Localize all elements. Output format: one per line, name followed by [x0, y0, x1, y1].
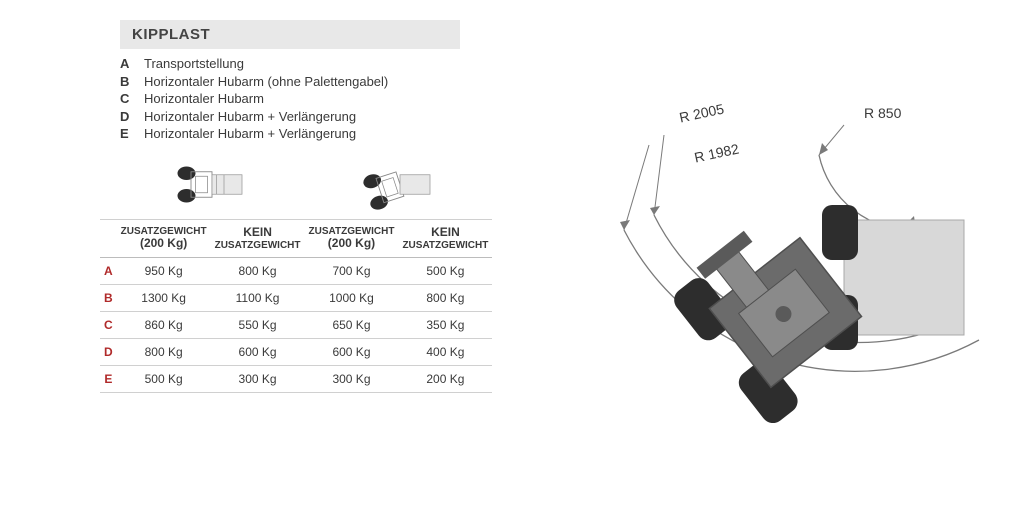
table-row: B 1300 Kg 1100 Kg 1000 Kg 800 Kg — [100, 285, 492, 312]
cell: 600 Kg — [305, 339, 399, 366]
table-row: C 860 Kg 550 Kg 650 Kg 350 Kg — [100, 312, 492, 339]
row-label: C — [100, 312, 117, 339]
row-label: D — [100, 339, 117, 366]
cell: 350 Kg — [398, 312, 492, 339]
col-header: KEINZUSATZGEWICHT — [211, 219, 305, 257]
cell: 300 Kg — [305, 366, 399, 393]
row-label: B — [100, 285, 117, 312]
cell: 1000 Kg — [305, 285, 399, 312]
table-row: D 800 Kg 600 Kg 600 Kg 400 Kg — [100, 339, 492, 366]
legend-letter: D — [120, 108, 134, 126]
col-header: ZUSATZGEWICHT(200 Kg) — [117, 219, 211, 257]
cell: 500 Kg — [398, 258, 492, 285]
loader-top-icon — [173, 157, 248, 212]
cell: 1100 Kg — [211, 285, 305, 312]
cell: 800 Kg — [398, 285, 492, 312]
cell: 600 Kg — [211, 339, 305, 366]
legend-item: E Horizontaler Hubarm + Verlängerung — [120, 125, 480, 143]
legend-letter: B — [120, 73, 134, 91]
table-header-row: ZUSATZGEWICHT(200 Kg) KEINZUSATZGEWICHT … — [100, 219, 492, 257]
loader-top-rot-icon — [361, 157, 436, 212]
cell: 800 Kg — [117, 339, 211, 366]
legend-letter: C — [120, 90, 134, 108]
machine-view-2 — [305, 153, 493, 220]
table-image-row — [100, 153, 492, 220]
legend-item: B Horizontaler Hubarm (ohne Palettengabe… — [120, 73, 480, 91]
turning-radius-diagram: R 2005 R 1982 R 850 — [594, 110, 994, 430]
cell: 200 Kg — [398, 366, 492, 393]
cell: 800 Kg — [211, 258, 305, 285]
cell: 1300 Kg — [117, 285, 211, 312]
turning-diagram-svg — [594, 110, 994, 430]
table-row: E 500 Kg 300 Kg 300 Kg 200 Kg — [100, 366, 492, 393]
cell: 550 Kg — [211, 312, 305, 339]
legend-list: A Transportstellung B Horizontaler Hubar… — [120, 55, 480, 143]
radius-label-r3: R 850 — [864, 105, 901, 121]
cell: 950 Kg — [117, 258, 211, 285]
legend-item: C Horizontaler Hubarm — [120, 90, 480, 108]
cell: 650 Kg — [305, 312, 399, 339]
spec-panel: KIPPLAST A Transportstellung B Horizonta… — [0, 20, 480, 393]
legend-text: Horizontaler Hubarm + Verlängerung — [144, 125, 356, 143]
col-header: ZUSATZGEWICHT(200 Kg) — [305, 219, 399, 257]
cell: 400 Kg — [398, 339, 492, 366]
legend-text: Horizontaler Hubarm — [144, 90, 264, 108]
legend-text: Transportstellung — [144, 55, 244, 73]
row-label: E — [100, 366, 117, 393]
row-label: A — [100, 258, 117, 285]
cell: 860 Kg — [117, 312, 211, 339]
cell: 300 Kg — [211, 366, 305, 393]
legend-letter: E — [120, 125, 134, 143]
legend-item: A Transportstellung — [120, 55, 480, 73]
cell: 700 Kg — [305, 258, 399, 285]
legend-text: Horizontaler Hubarm + Verlängerung — [144, 108, 356, 126]
spec-table: ZUSATZGEWICHT(200 Kg) KEINZUSATZGEWICHT … — [100, 153, 492, 393]
legend-text: Horizontaler Hubarm (ohne Palettengabel) — [144, 73, 388, 91]
panel-title: KIPPLAST — [120, 20, 460, 49]
cell: 500 Kg — [117, 366, 211, 393]
table-row: A 950 Kg 800 Kg 700 Kg 500 Kg — [100, 258, 492, 285]
machine-view-1 — [117, 153, 305, 220]
legend-item: D Horizontaler Hubarm + Verlängerung — [120, 108, 480, 126]
col-header: KEINZUSATZGEWICHT — [398, 219, 492, 257]
legend-letter: A — [120, 55, 134, 73]
